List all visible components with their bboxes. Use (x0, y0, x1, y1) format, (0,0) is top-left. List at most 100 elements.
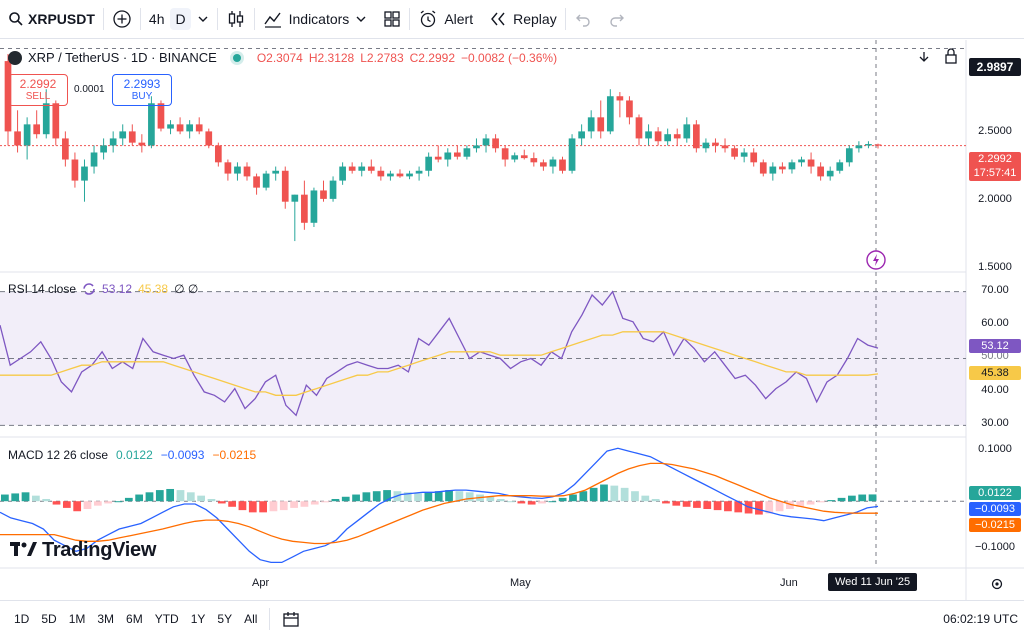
range-button-1y[interactable]: 1Y (190, 612, 206, 626)
macd-histogram-bar (424, 492, 433, 502)
range-button-1m[interactable]: 1M (68, 612, 86, 626)
candle-body (845, 148, 853, 163)
candle-body (501, 148, 509, 160)
calendar-range-icon[interactable] (282, 610, 300, 628)
divider (102, 8, 104, 30)
candle-body (693, 124, 700, 149)
candle-body (664, 134, 672, 142)
macd-histogram-bar (693, 501, 701, 508)
lightning-icon[interactable] (866, 250, 886, 270)
macd-histogram-bar (290, 501, 298, 508)
divider (409, 8, 411, 30)
macd-histogram-bar (300, 501, 309, 507)
settings-gear-icon[interactable] (990, 577, 1004, 591)
macd-histogram-bar (352, 494, 360, 502)
macd-histogram-bar (620, 487, 629, 502)
replay-button[interactable]: Replay (481, 0, 565, 38)
candle-body (62, 138, 69, 160)
macd-signal-value: −0.0215 (212, 448, 257, 462)
range-button-all[interactable]: All (244, 612, 258, 626)
symbol-search[interactable]: XRPUSDT (0, 0, 103, 38)
candle-body (492, 138, 499, 149)
chevron-down-icon[interactable] (197, 13, 209, 25)
alert-button[interactable]: Alert (410, 0, 481, 38)
time-tick: Jun (780, 577, 798, 589)
macd-histogram-bar (651, 498, 660, 502)
candle-body (214, 145, 222, 163)
candle-body (301, 194, 308, 223)
range-button-5y[interactable]: 5Y (217, 612, 233, 626)
macd-line-value: −0.0093 (160, 448, 205, 462)
candle-body (33, 124, 41, 135)
candle-body (176, 124, 184, 132)
macd-histogram-bar (259, 501, 267, 513)
macd-histogram-bar (868, 494, 877, 502)
tv-logo-icon (10, 540, 38, 564)
candle-body (530, 158, 538, 163)
buy-label: BUY (131, 91, 153, 102)
chart-canvas[interactable] (0, 40, 1024, 600)
candle-body (836, 162, 844, 171)
indicators-button[interactable]: Indicators (255, 0, 376, 38)
range-button-1d[interactable]: 1D (14, 612, 30, 626)
candle-body (587, 117, 595, 132)
candle-body (52, 103, 60, 139)
rsi-tick: 70.00 (981, 284, 1009, 296)
rsi-name: RSI 14 close (8, 282, 77, 296)
macd-hist-badge: 0.0122 (969, 486, 1021, 500)
search-icon (9, 12, 23, 26)
macd-histogram-bar (372, 491, 381, 502)
candle-body (779, 166, 786, 170)
range-button-5d[interactable]: 5D (41, 612, 57, 626)
macd-histogram-bar (465, 492, 474, 502)
candle-body (396, 173, 404, 177)
candle-body (128, 131, 136, 143)
candle-body (549, 159, 557, 167)
candle-body (444, 152, 452, 160)
compare-button[interactable] (104, 0, 140, 38)
add-symbol-icon (113, 10, 131, 28)
clock[interactable]: 06:02:19 UTC (943, 612, 1018, 626)
candle-body (157, 103, 165, 129)
candle-body (81, 166, 88, 181)
rsi-ma-badge: 45.38 (969, 366, 1021, 380)
symbol-label: XRPUSDT (28, 11, 95, 27)
candle-body (559, 159, 566, 171)
macd-histogram-bar (52, 501, 61, 505)
buy-button[interactable]: 2.2993 BUY (112, 74, 172, 106)
macd-hist-value: 0.0122 (116, 448, 153, 462)
candle-body (281, 170, 289, 202)
macd-histogram-bar (858, 494, 867, 502)
lock-icon[interactable] (944, 48, 958, 64)
sell-button[interactable]: 2.2992 SELL (8, 74, 68, 106)
candle-body (597, 117, 605, 132)
redo-button[interactable] (600, 0, 634, 38)
undo-button[interactable] (566, 0, 600, 38)
candle-body (224, 162, 232, 174)
macd-histogram-bar (228, 501, 236, 507)
range-button-ytd[interactable]: YTD (154, 612, 179, 626)
macd-histogram-bar (434, 491, 443, 502)
candle-body (817, 166, 824, 177)
divider (269, 608, 271, 630)
candle-body (769, 166, 777, 174)
sync-icon[interactable] (82, 282, 96, 296)
macd-histogram-bar (341, 496, 350, 502)
last-price: 2.2992 (978, 153, 1012, 165)
macd-histogram-bar (383, 490, 391, 502)
macd-histogram-bar (186, 492, 195, 502)
chart-type-button[interactable] (218, 0, 254, 38)
macd-histogram-bar (11, 493, 20, 502)
interval-4h[interactable]: 4h (148, 11, 165, 27)
layout-grid-icon (384, 11, 400, 27)
replay-icon (491, 12, 505, 26)
range-button-6m[interactable]: 6M (126, 612, 143, 626)
range-button-3m[interactable]: 3M (97, 612, 115, 626)
candle-body (788, 162, 796, 170)
download-icon[interactable] (917, 50, 931, 64)
layouts-button[interactable] (375, 0, 409, 38)
macd-line (0, 447, 879, 564)
chevron-down-icon (356, 16, 366, 22)
indicators-label: Indicators (288, 11, 350, 27)
interval-d[interactable]: D (170, 8, 191, 30)
